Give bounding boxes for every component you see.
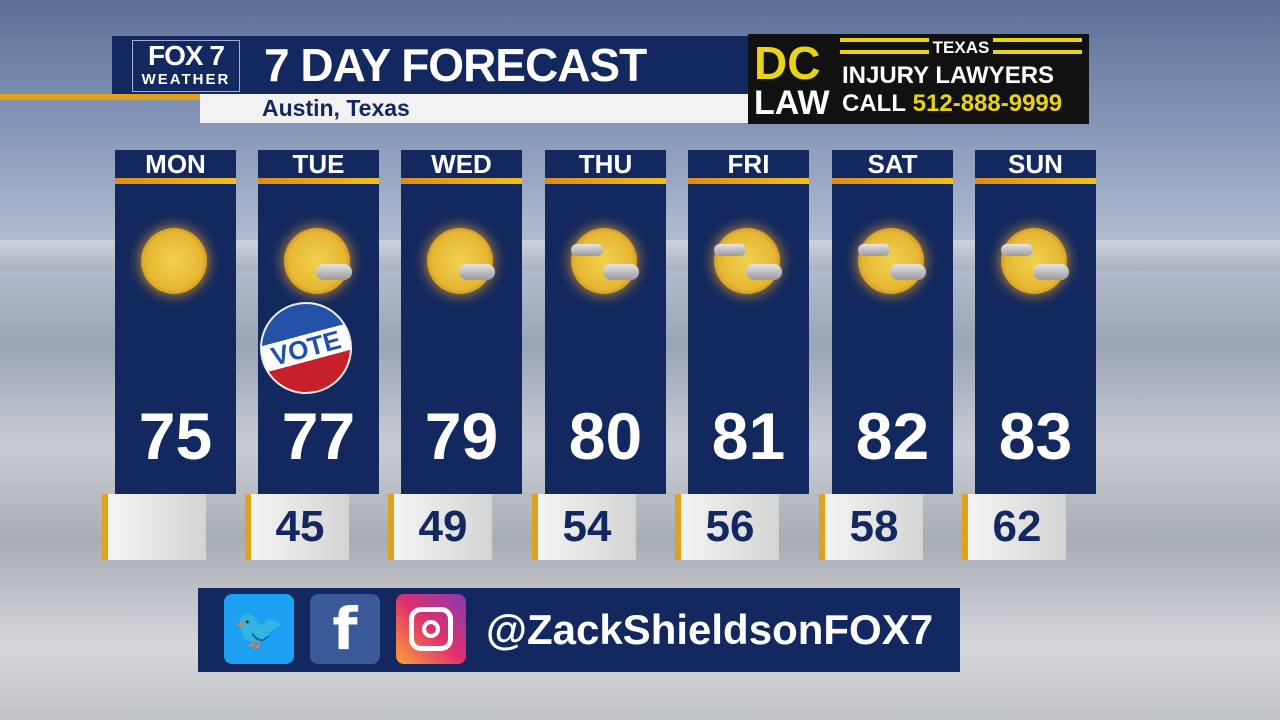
day-column-wed: WED 79 — [401, 150, 522, 494]
day-column-tue: TUE VOTE 77 — [249, 149, 379, 494]
high-temp: 77 — [281, 399, 356, 473]
facebook-icon: f — [310, 594, 380, 664]
high-temp: 75 — [138, 399, 213, 473]
accent-line — [0, 94, 200, 100]
twitter-icon: 🐦 — [224, 594, 294, 664]
fox7-weather-logo: FOX 7 WEATHER — [132, 40, 240, 92]
day-column-fri: FRI 81 — [688, 150, 809, 494]
low-temp: 56 — [675, 494, 779, 560]
high-temp: 80 — [568, 399, 643, 473]
low-temp: 58 — [819, 494, 923, 560]
day-column-sat: SAT 82 — [832, 150, 953, 494]
low-temp: 62 — [962, 494, 1066, 560]
vote-badge-icon: VOTE — [249, 291, 363, 405]
day-label: SAT — [867, 149, 918, 179]
page-title: 7 DAY FORECAST — [264, 39, 647, 91]
day-column-thu: THU 80 — [545, 150, 666, 494]
day-label: TUE — [292, 149, 345, 179]
day-label: MON — [145, 149, 206, 179]
instagram-icon — [396, 594, 466, 664]
location: Austin, Texas — [200, 94, 748, 123]
low-temp: 49 — [388, 494, 492, 560]
social-handle: @ZackShieldsonFOX7 — [486, 606, 934, 653]
low-temp: 54 — [532, 494, 636, 560]
day-label: SUN — [1008, 149, 1063, 179]
day-label: FRI — [727, 149, 770, 179]
day-label: WED — [431, 149, 492, 179]
day-column-mon: MON 75 — [115, 150, 236, 494]
sponsor-ad: DC LAW TEXAS INJURY LAWYERS CALL 512-888… — [748, 34, 1089, 124]
high-temp: 82 — [855, 399, 930, 473]
social-bar: 🐦 f @ZackShieldsonFOX7 — [198, 588, 960, 672]
high-temp: 79 — [424, 399, 499, 473]
header-bar — [112, 36, 748, 94]
day-label: THU — [578, 149, 633, 179]
low-temp: 45 — [245, 494, 349, 560]
day-column-sun: SUN 83 — [975, 150, 1096, 494]
high-temp: 83 — [998, 399, 1073, 473]
low-temp — [102, 494, 206, 560]
high-temp: 81 — [711, 399, 786, 473]
